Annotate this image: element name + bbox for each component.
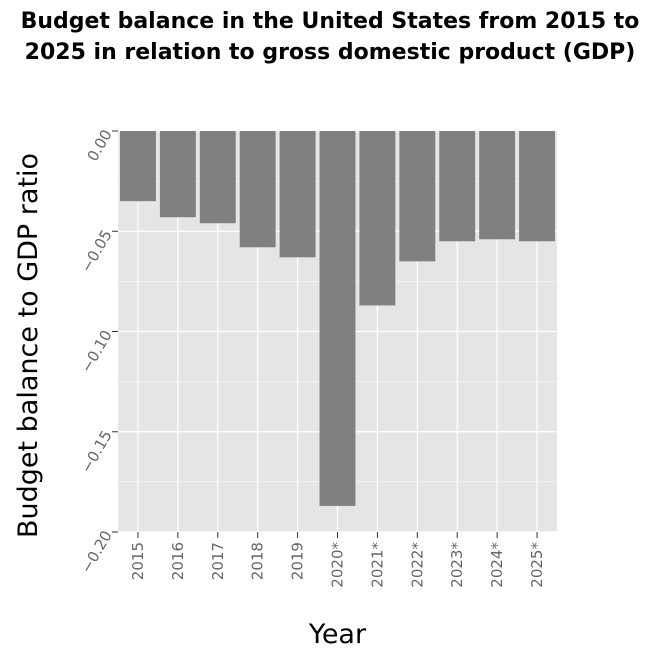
y-tick-label: −0.10 [77,327,116,376]
x-tick-label: 2023* [448,542,466,588]
bar-2019 [279,131,316,258]
y-axis-ticks: 0.00 −0.05 −0.10 −0.15 −0.20 [77,127,118,577]
bar-2017 [199,131,236,224]
x-axis-ticks: 2015 2016 2017 2018 2019 2020* 2021* 2022* 2023*… [129,532,546,588]
bar-2024-projected [479,131,516,240]
bar-2020-projected [319,131,356,506]
x-tick-label: 2025* [528,542,546,588]
bar-2022-projected [399,131,436,262]
x-tick-label: 2017 [209,542,227,580]
y-tick-label: −0.20 [77,528,116,577]
bar-2023-projected [439,131,476,242]
x-axis-label: Year [308,619,367,650]
y-tick-label: 0.00 [84,127,116,165]
x-tick-label: 2015 [129,542,147,580]
bar-2018 [239,131,276,248]
bar-2015 [119,131,156,202]
y-tick-label: −0.15 [77,427,116,476]
y-axis-label: Budget balance to GDP ratio [13,153,44,538]
bar-2021-projected [359,131,396,306]
x-tick-label: 2021* [368,542,386,588]
x-tick-label: 2020* [329,542,347,588]
x-tick-label: 2022* [408,542,426,588]
y-tick-label: −0.05 [77,227,116,276]
bar-2016 [159,131,196,218]
x-tick-label: 2016 [169,542,187,580]
bar-2025-projected [519,131,556,242]
bars [119,131,556,506]
x-tick-label: 2018 [249,542,267,580]
chart-title: Budget balance in the United States from… [20,9,640,65]
x-tick-label: 2019 [289,542,307,580]
x-tick-label: 2024* [488,542,506,588]
